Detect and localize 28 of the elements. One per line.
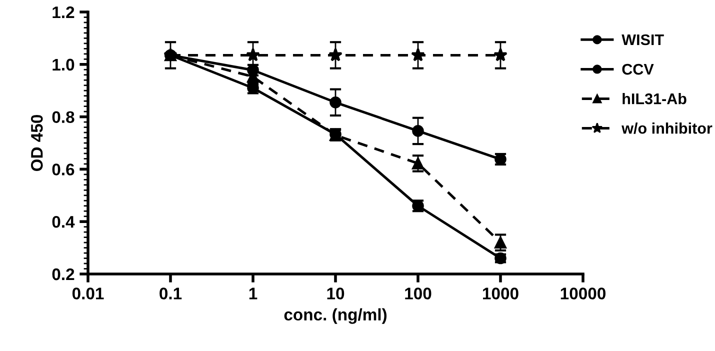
point — [246, 48, 260, 62]
x-axis-title: conc. (ng/ml) — [284, 308, 387, 324]
y-tick-label: 1.2 — [52, 6, 74, 18]
x-tick-label: 1000 — [483, 288, 518, 300]
y-tick-label: 1.0 — [52, 58, 74, 71]
x-tick-label: 10 — [327, 288, 344, 300]
legend-label: WISIT — [622, 34, 664, 46]
x-tick-label: 10000 — [560, 288, 606, 300]
y-tick-label: 0.8 — [52, 111, 74, 124]
point — [412, 125, 424, 137]
point — [328, 48, 342, 62]
y-axis-title: OD 450 — [30, 114, 43, 172]
legend-label: hIL31-Ab — [622, 93, 686, 104]
point — [412, 158, 424, 170]
point — [164, 48, 178, 62]
point — [411, 48, 425, 62]
legend-label: CCV — [622, 64, 654, 75]
point — [494, 236, 506, 248]
x-tick-label: 0.01 — [72, 288, 104, 300]
x-tick-label: 100 — [405, 288, 432, 300]
y-tick-label: 0.4 — [52, 216, 75, 228]
x-tick-label: 1 — [249, 288, 258, 300]
point — [494, 48, 508, 62]
y-tick-label: 0.2 — [52, 268, 74, 280]
point — [330, 96, 342, 108]
y-tick-label: 0.6 — [52, 164, 74, 176]
legend-label: w/o inhibitor — [622, 122, 712, 134]
x-tick-label: 0.1 — [160, 288, 182, 300]
